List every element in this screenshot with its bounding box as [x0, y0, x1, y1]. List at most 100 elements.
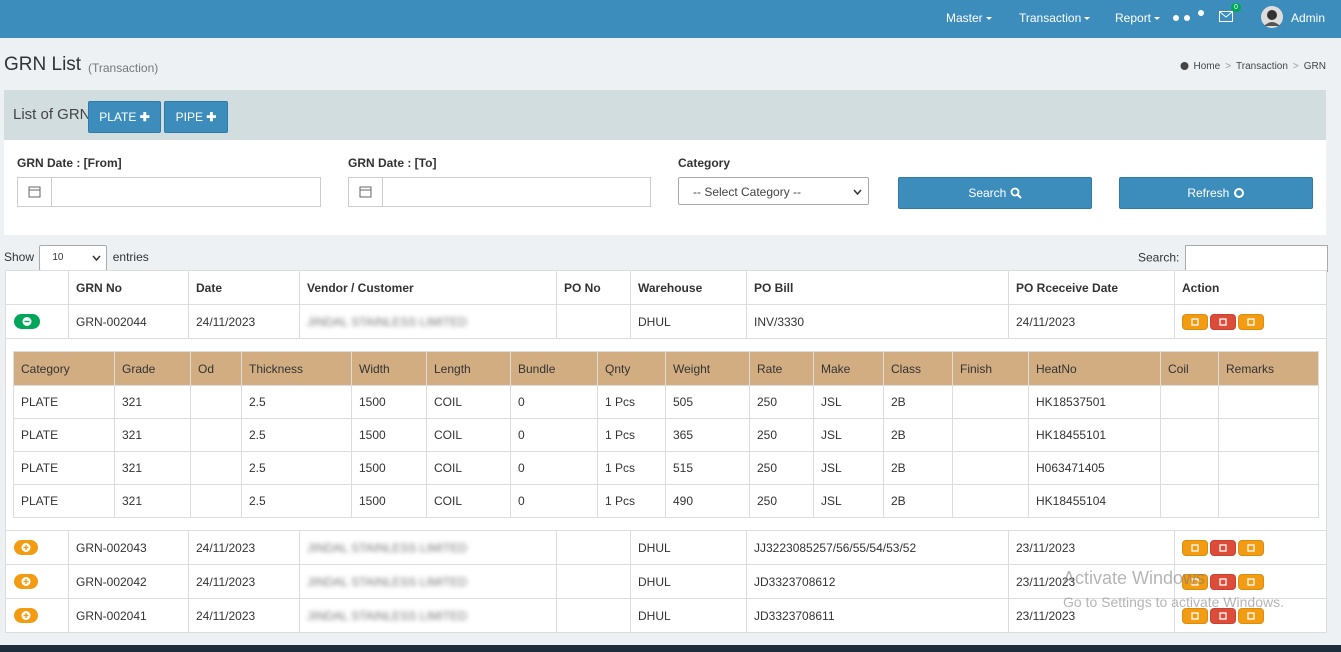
detail-cell-remarks: [1218, 484, 1319, 518]
detail-cell-length: COIL: [426, 385, 511, 419]
view-button[interactable]: [1238, 573, 1264, 590]
detail-cell-remarks: [1218, 451, 1319, 485]
edit-button[interactable]: [1182, 573, 1208, 590]
cell-po-no: [556, 304, 631, 339]
action-cell: [1174, 598, 1327, 633]
detail-column-header: Thickness: [241, 351, 352, 386]
entries-value: 10: [52, 252, 64, 263]
avatar[interactable]: [1261, 6, 1283, 28]
detail-table: Category Grade Od Thickness Width Length Bundl…: [13, 351, 1319, 518]
crumb[interactable]: Transaction: [1236, 61, 1288, 72]
detail-item-row: PLATE 321 2.5 1500 COIL 0 1 Pcs 505 250 JSL 2B HK18…: [13, 385, 1319, 419]
detail-column-header: Remarks: [1218, 351, 1319, 386]
grn-row: GRN-002043 24/11/2023 JINDAL STAINLESS LIM…: [5, 530, 1327, 565]
refresh-button[interactable]: Refresh: [1119, 177, 1313, 209]
detail-cell-coil: [1160, 451, 1219, 485]
detail-cell-finish: [952, 484, 1029, 518]
crumb: GRN: [1303, 61, 1326, 72]
entries-select[interactable]: 10: [39, 245, 108, 271]
detail-column-header: Od: [190, 351, 242, 386]
grn-row: GRN-002042 24/11/2023 JINDAL STAINLESS LIM…: [5, 564, 1327, 599]
show-label: Show: [4, 250, 35, 265]
length-control: Show 10 entries: [4, 245, 149, 271]
category-select[interactable]: -- Select Category --: [678, 177, 869, 205]
date-from-input[interactable]: [17, 177, 321, 207]
detail-cell-qnty: 1 Pcs: [597, 451, 666, 485]
detail-cell-grade: 321: [114, 418, 191, 452]
home-icon: [1180, 62, 1189, 70]
detail-cell-class: 2B: [883, 385, 953, 419]
detail-cell-heatno: HK18455101: [1028, 418, 1161, 452]
expand-toggle[interactable]: [14, 540, 38, 556]
detail-header-row: Category Grade Od Thickness Width Length Bundl…: [13, 351, 1319, 386]
column-header: PO Bill: [746, 270, 1009, 305]
cell-vendor: JINDAL STAINLESS LIMITED: [299, 530, 557, 565]
detail-cell-category: PLATE: [13, 385, 115, 419]
user-name[interactable]: Admin: [1291, 11, 1326, 25]
expand-toggle[interactable]: [14, 574, 38, 590]
nav-label: Transaction: [1019, 11, 1082, 25]
cell-vendor: JINDAL STAINLESS LIMITED: [299, 304, 557, 339]
crumb[interactable]: Home: [1193, 61, 1221, 72]
button-label: PLATE: [99, 110, 137, 124]
detail-cell-od: [190, 418, 242, 452]
toggle-cell: [5, 564, 69, 599]
search-input[interactable]: [1184, 245, 1328, 272]
detail-cell-length: COIL: [426, 484, 511, 518]
detail-cell-rate: 250: [749, 484, 814, 518]
filter-label: GRN Date : [To]: [348, 156, 437, 170]
panel-header: List of GRN PLATE ✚ PIPE ✚: [4, 90, 1326, 140]
detail-cell-category: PLATE: [13, 451, 115, 485]
badge: 0: [1231, 3, 1241, 12]
cell-receive-date: 23/11/2023: [1008, 530, 1175, 565]
delete-button[interactable]: [1210, 313, 1236, 330]
delete-button[interactable]: [1210, 539, 1236, 556]
nav-item[interactable]: Transaction: [1019, 11, 1091, 25]
cell-date: 24/11/2023: [188, 598, 300, 633]
nav-label: Master: [946, 11, 983, 25]
mail-icon[interactable]: [1219, 11, 1233, 22]
view-button[interactable]: [1238, 607, 1264, 624]
edit-button[interactable]: [1182, 607, 1208, 624]
detail-cell-bundle: 0: [510, 484, 598, 518]
detail-cell-weight: 515: [665, 451, 750, 485]
detail-cell-qnty: 1 Pcs: [597, 418, 666, 452]
cell-po-no: [556, 564, 631, 599]
edit-button[interactable]: [1182, 313, 1208, 330]
expand-toggle[interactable]: [14, 314, 40, 330]
detail-cell-od: [190, 484, 242, 518]
cell-po-bill: JD3323708611: [746, 598, 1009, 633]
breadcrumb: Home > Transaction > GRN: [1179, 61, 1326, 72]
expand-toggle[interactable]: [14, 608, 38, 624]
pipe-button[interactable]: PIPE ✚: [164, 101, 228, 133]
cell-po-bill: JJ3223085257/56/55/54/53/52: [746, 530, 1009, 565]
view-button[interactable]: [1238, 313, 1264, 330]
detail-cell-thickness: 2.5: [241, 418, 352, 452]
detail-column-header: Weight: [665, 351, 750, 386]
grn-table: GRN No Date Vendor / Customer PO No Warehous…: [5, 270, 1327, 633]
search-button[interactable]: Search: [898, 177, 1092, 209]
button-label: Search: [968, 186, 1007, 200]
delete-button[interactable]: [1210, 573, 1236, 590]
detail-column-header: Length: [426, 351, 511, 386]
detail-cell-bundle: 0: [510, 451, 598, 485]
action-cell: [1174, 304, 1327, 339]
column-header: GRN No: [68, 270, 189, 305]
delete-button[interactable]: [1210, 607, 1236, 624]
search-control: Search:: [1138, 245, 1328, 272]
cell-vendor: JINDAL STAINLESS LIMITED: [299, 598, 557, 633]
view-button[interactable]: [1238, 539, 1264, 556]
plate-button[interactable]: PLATE ✚: [88, 101, 161, 133]
nav-item[interactable]: Report: [1115, 11, 1161, 25]
date-to-input[interactable]: [348, 177, 651, 207]
cell-warehouse: DHUL: [630, 564, 747, 599]
dots-icon[interactable]: [1170, 8, 1210, 24]
edit-button[interactable]: [1182, 539, 1208, 556]
toggle-header: [5, 270, 69, 305]
cell-date: 24/11/2023: [188, 530, 300, 565]
detail-cell-heatno: HK18537501: [1028, 385, 1161, 419]
detail-cell-weight: 490: [665, 484, 750, 518]
nav-item[interactable]: Master: [946, 11, 992, 25]
detail-cell-grade: 321: [114, 484, 191, 518]
